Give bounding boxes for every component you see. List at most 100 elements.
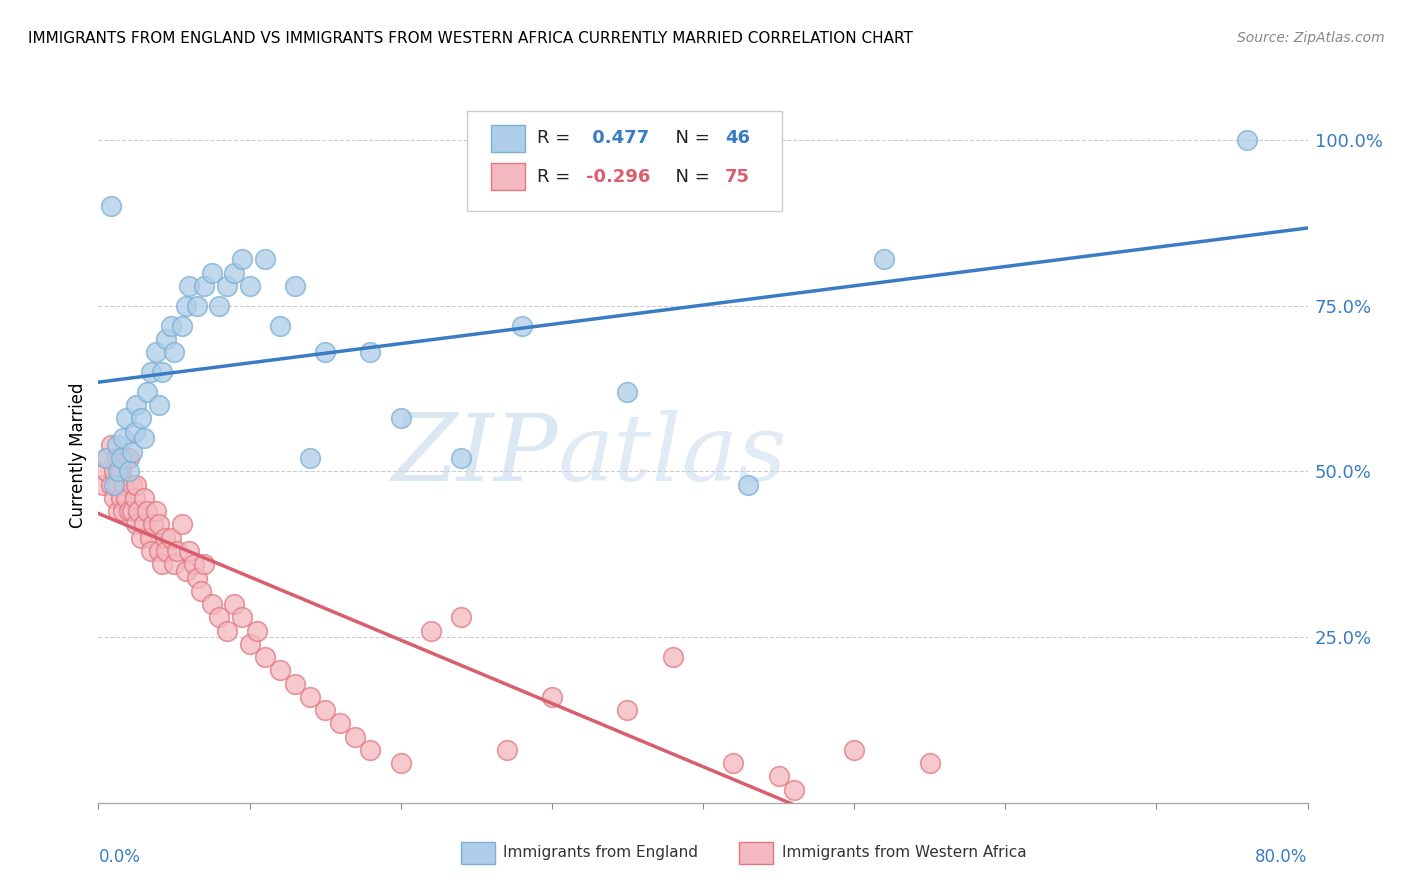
Point <box>129 531 152 545</box>
Point <box>768 769 790 783</box>
Point <box>616 703 638 717</box>
Text: 0.477: 0.477 <box>586 129 648 147</box>
Point <box>224 266 246 280</box>
Point <box>344 730 367 744</box>
Point <box>124 425 146 439</box>
Point <box>918 756 941 770</box>
Point <box>190 583 212 598</box>
Point <box>269 663 291 677</box>
Point <box>201 266 224 280</box>
Point <box>170 517 193 532</box>
Text: N =: N = <box>664 168 716 186</box>
Bar <box>492 163 526 190</box>
Point <box>186 570 208 584</box>
Point <box>150 558 173 572</box>
Point <box>737 477 759 491</box>
Text: Immigrants from England: Immigrants from England <box>503 846 699 861</box>
Point <box>160 318 183 333</box>
Point <box>183 558 205 572</box>
Point <box>284 279 307 293</box>
Point <box>112 477 135 491</box>
Point <box>299 451 322 466</box>
Point <box>103 491 125 505</box>
Point <box>155 544 177 558</box>
Point <box>314 703 336 717</box>
Point <box>132 517 155 532</box>
Point <box>125 398 148 412</box>
Point <box>662 650 685 665</box>
Point <box>110 491 132 505</box>
Point <box>105 438 128 452</box>
Point <box>141 365 163 379</box>
Point <box>783 782 806 797</box>
Point <box>94 465 117 479</box>
Point <box>100 199 122 213</box>
Text: 0.0%: 0.0% <box>98 848 141 866</box>
Point <box>100 438 122 452</box>
Point <box>107 504 129 518</box>
Point <box>114 411 136 425</box>
Point <box>114 451 136 466</box>
Point <box>360 743 382 757</box>
Point <box>215 624 238 638</box>
Point <box>103 465 125 479</box>
Point <box>118 504 141 518</box>
Point <box>105 477 128 491</box>
Point <box>193 558 215 572</box>
Point <box>118 465 141 479</box>
Text: atlas: atlas <box>558 410 787 500</box>
Text: R =: R = <box>537 129 576 147</box>
Point <box>121 504 143 518</box>
Point <box>208 610 231 624</box>
Point <box>186 299 208 313</box>
Point <box>179 279 201 293</box>
Point <box>107 465 129 479</box>
Point <box>114 491 136 505</box>
Point <box>148 398 170 412</box>
Point <box>299 690 322 704</box>
Point <box>141 544 163 558</box>
Point <box>201 597 224 611</box>
Point <box>111 431 134 445</box>
Point <box>208 299 231 313</box>
Point <box>231 610 253 624</box>
Point <box>215 279 238 293</box>
Point <box>132 431 155 445</box>
Point <box>163 558 186 572</box>
Point <box>110 451 132 466</box>
Point <box>224 597 246 611</box>
Point <box>145 345 167 359</box>
Point <box>284 676 307 690</box>
Point <box>495 743 517 757</box>
Point <box>139 531 162 545</box>
Point <box>193 279 215 293</box>
Point <box>153 531 176 545</box>
Point <box>616 384 638 399</box>
Point <box>142 517 165 532</box>
Point <box>105 451 128 466</box>
FancyBboxPatch shape <box>467 111 782 211</box>
Text: 80.0%: 80.0% <box>1256 848 1308 866</box>
Bar <box>492 125 526 152</box>
Point <box>389 756 412 770</box>
Point <box>360 345 382 359</box>
Point <box>723 756 745 770</box>
Point <box>132 491 155 505</box>
Point <box>239 637 262 651</box>
Point <box>329 716 352 731</box>
Bar <box>461 842 495 864</box>
Point <box>148 517 170 532</box>
Text: Source: ZipAtlas.com: Source: ZipAtlas.com <box>1237 31 1385 45</box>
Point <box>121 444 143 458</box>
Text: Immigrants from Western Africa: Immigrants from Western Africa <box>782 846 1026 861</box>
Point <box>314 345 336 359</box>
Point <box>231 252 253 267</box>
Point <box>121 477 143 491</box>
Point <box>239 279 262 293</box>
Point <box>145 504 167 518</box>
Point <box>163 345 186 359</box>
Point <box>111 504 134 518</box>
Point <box>135 384 157 399</box>
Point <box>96 451 118 466</box>
Point <box>129 411 152 425</box>
